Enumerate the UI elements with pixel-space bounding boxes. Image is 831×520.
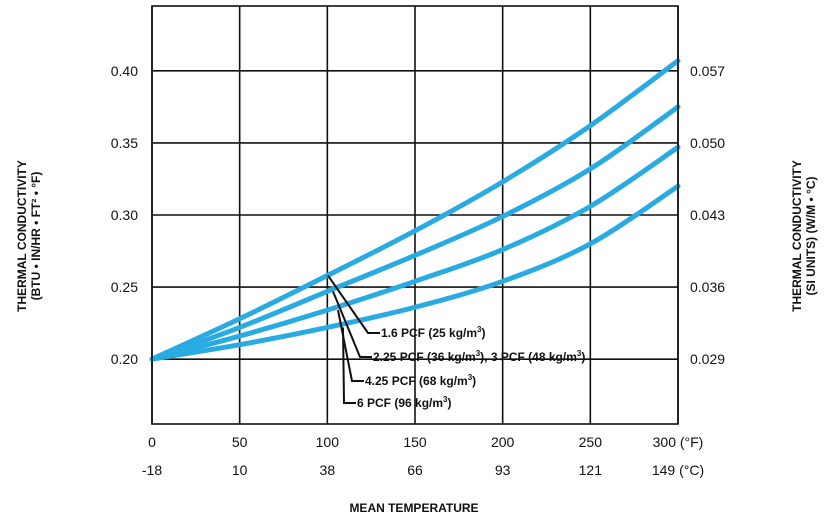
x-tick-label-celsius: -18 <box>142 462 162 478</box>
left-axis-title-line1: THERMAL CONDUCTIVITY <box>15 160 29 312</box>
x-tick-label-celsius: 66 <box>407 462 423 478</box>
x-axis-title: MEAN TEMPERATURE <box>349 501 478 515</box>
x-tick-label-celsius: 10 <box>232 462 248 478</box>
series-label-4: 6 PCF (96 kg/m3) <box>357 395 451 410</box>
y-tick-label-right: 0.029 <box>690 351 725 367</box>
leader-line-1 <box>327 274 380 334</box>
series-line-1 <box>149 58 681 362</box>
left-axis-title: THERMAL CONDUCTIVITY (BTU • IN/HR • FT² … <box>15 160 43 312</box>
series-line-2 <box>149 104 681 362</box>
leader-line-2 <box>332 291 372 358</box>
left-axis-title-line2: (BTU • IN/HR • FT² • °F) <box>29 172 43 301</box>
right-axis-title: THERMAL CONDUCTIVITY (SI UNITS) (W/M • °… <box>790 160 818 312</box>
series-label-1: 1.6 PCF (25 kg/m3) <box>381 325 486 340</box>
y-tick-label-left: 0.30 <box>111 207 138 223</box>
x-tick-label-fahrenheit: 250 <box>579 434 603 450</box>
y-tick-label-left: 0.35 <box>111 135 138 151</box>
series-lines <box>149 58 681 362</box>
series-label-3: 4.25 PCF (68 kg/m3) <box>365 373 476 388</box>
y-tick-label-left: 0.25 <box>111 279 138 295</box>
x-tick-label-fahrenheit: 150 <box>403 434 427 450</box>
y-tick-label-right: 0.057 <box>690 63 725 79</box>
series-annotations: 1.6 PCF (25 kg/m3) 2.25 PCF (36 kg/m3), 3… <box>327 274 585 410</box>
series-label-2: 2.25 PCF (36 kg/m3), 3 PCF (48 kg/m3) <box>373 349 585 364</box>
right-axis-title-line1: THERMAL CONDUCTIVITY <box>790 160 804 312</box>
plot-border <box>151 5 679 425</box>
x-tick-label-fahrenheit: 100 <box>316 434 340 450</box>
x-tick-label-celsius: 38 <box>320 462 336 478</box>
y-tick-label-left: 0.40 <box>111 63 138 79</box>
y-tick-label-left: 0.20 <box>111 351 138 367</box>
x-tick-label-fahrenheit: 50 <box>232 434 248 450</box>
y-tick-label-right: 0.036 <box>690 279 725 295</box>
x-tick-label-fahrenheit: 0 <box>148 434 156 450</box>
x-tick-label-fahrenheit: 200 <box>491 434 515 450</box>
plot-frame <box>151 5 679 425</box>
y-tick-label-right: 0.043 <box>690 207 725 223</box>
x-tick-label-celsius: 149 (°C) <box>652 462 704 478</box>
right-axis-title-line2: (SI UNITS) (W/M • °C) <box>804 177 818 296</box>
x-tick-label-fahrenheit: 300 (°F) <box>653 434 704 450</box>
tick-labels: 0 50 100 150 200 250 300 (°F) -18 10 38 66 93 121 149… <box>111 63 725 478</box>
x-tick-label-celsius: 93 <box>495 462 511 478</box>
y-tick-label-right: 0.050 <box>690 135 725 151</box>
leader-line-4 <box>342 327 356 404</box>
series-line-4 <box>149 183 681 362</box>
x-tick-label-celsius: 121 <box>579 462 603 478</box>
series-line-3 <box>149 144 681 362</box>
